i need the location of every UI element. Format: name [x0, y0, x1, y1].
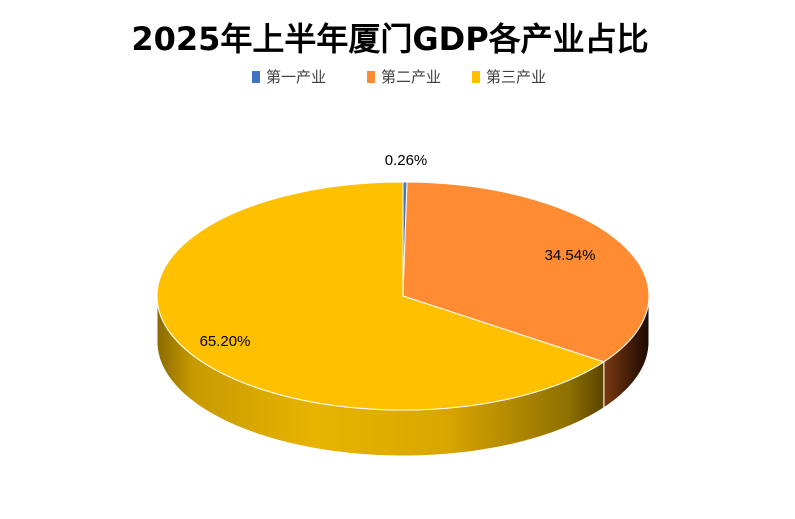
pie-slice-3: [156, 181, 605, 411]
legend-label: 第三产业: [486, 68, 546, 86]
legend-item-2: 第二产业: [367, 68, 441, 86]
pie-slice-2: [402, 181, 650, 363]
legend-swatch: [252, 71, 260, 83]
data-label-3: 65.20%: [200, 333, 251, 350]
legend-swatch: [367, 71, 375, 83]
pie-top-face: [156, 181, 650, 411]
chart-title: 2025年上半年厦门GDP各产业占比: [131, 20, 648, 58]
legend-label: 第二产业: [381, 68, 441, 86]
data-label-2: 34.54%: [545, 247, 596, 264]
legend-item-1: 第一产业: [252, 68, 326, 86]
legend-label: 第一产业: [266, 68, 326, 86]
legend-swatch: [472, 71, 480, 83]
data-labels: 0.26% 34.54% 65.20%: [200, 152, 596, 350]
legend-item-3: 第三产业: [472, 68, 546, 86]
data-label-1: 0.26%: [385, 152, 428, 169]
chart-legend: 第一产业 第二产业 第三产业: [252, 68, 546, 86]
